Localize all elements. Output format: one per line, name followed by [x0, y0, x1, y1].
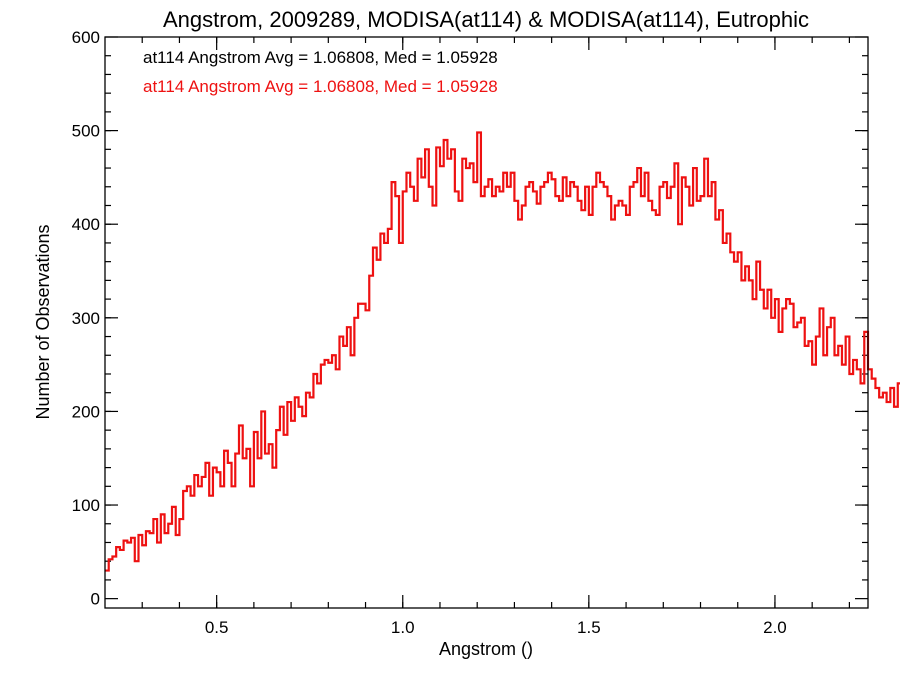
y-tick-label: 600	[72, 28, 100, 47]
plot-frame	[104, 36, 869, 609]
x-axis-label: Angstrom ()	[439, 639, 533, 659]
y-tick-label: 500	[72, 122, 100, 141]
legend-entry-2: at114 Angstrom Avg = 1.06808, Med = 1.05…	[143, 77, 498, 96]
x-tick-label: 0.5	[205, 618, 229, 637]
y-tick-label: 0	[91, 590, 100, 609]
legend-entry-1: at114 Angstrom Avg = 1.06808, Med = 1.05…	[143, 48, 498, 67]
x-tick-label: 1.0	[391, 618, 415, 637]
histogram-series-line	[105, 131, 900, 572]
y-tick-label: 200	[72, 402, 100, 421]
chart-title: Angstrom, 2009289, MODISA(at114) & MODIS…	[163, 7, 809, 32]
y-axis-label: Number of Observations	[33, 224, 53, 419]
y-tick-label: 100	[72, 496, 100, 515]
axis-tick-labels: 0.5 1.0 1.5 2.0 0 100 200 300 400 500 600	[72, 28, 787, 637]
x-tick-label: 1.5	[577, 618, 601, 637]
y-tick-label: 300	[72, 309, 100, 328]
x-tick-label: 2.0	[763, 618, 787, 637]
y-tick-label: 400	[72, 215, 100, 234]
axis-ticks	[105, 36, 868, 608]
